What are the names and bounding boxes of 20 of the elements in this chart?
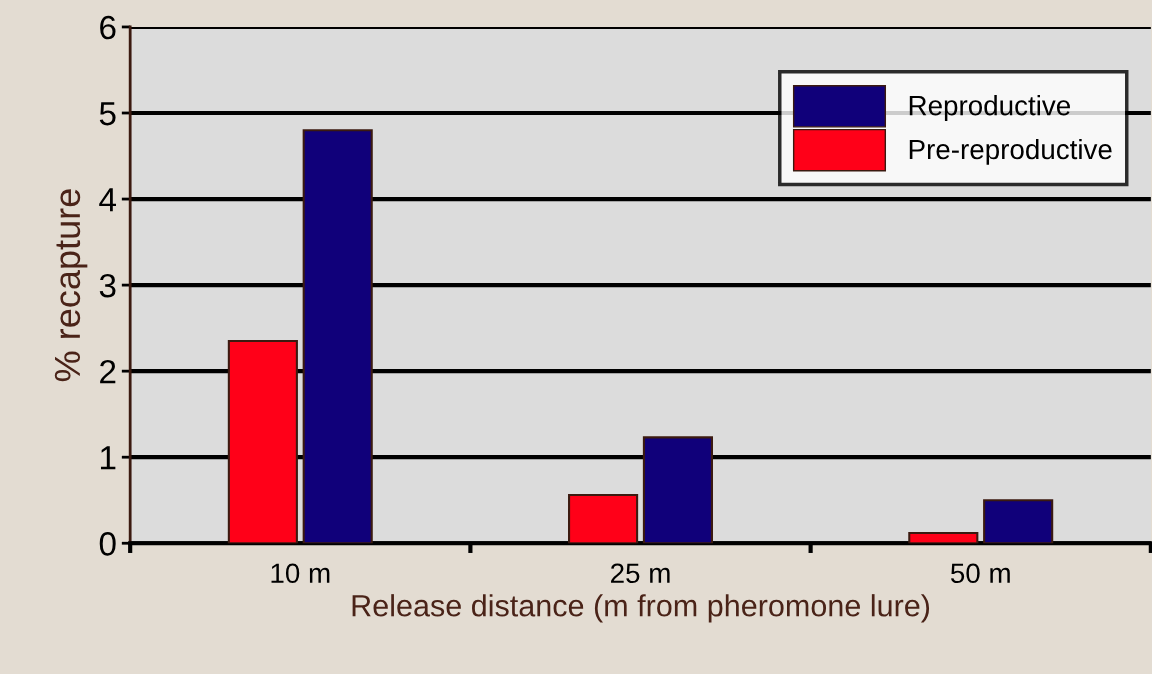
y-tick-label: 4: [99, 188, 117, 212]
y-tick-label: 0: [99, 532, 116, 556]
legend-label: Pre-reproductive: [909, 138, 1112, 165]
y-axis-title: % recapture: [54, 189, 88, 382]
x-tick-label: 25 m: [611, 563, 670, 584]
bar: [908, 531, 979, 544]
bar: [642, 436, 713, 544]
y-tick-label: 1: [100, 446, 116, 470]
y-tick-label: 5: [99, 102, 116, 126]
bar: [227, 339, 298, 544]
bar: [983, 499, 1054, 544]
x-tick-label: 50 m: [950, 563, 1010, 584]
x-tick-label: 10 m: [271, 563, 330, 584]
bar: [302, 129, 373, 544]
y-tick-label: 6: [100, 15, 116, 40]
bar: [568, 494, 639, 544]
legend-label: Reproductive: [909, 95, 1070, 121]
y-tick-label: 3: [99, 273, 116, 298]
y-tick-label: 2: [100, 359, 116, 384]
x-axis-title: Release distance (m from pheromone lure): [352, 594, 930, 623]
